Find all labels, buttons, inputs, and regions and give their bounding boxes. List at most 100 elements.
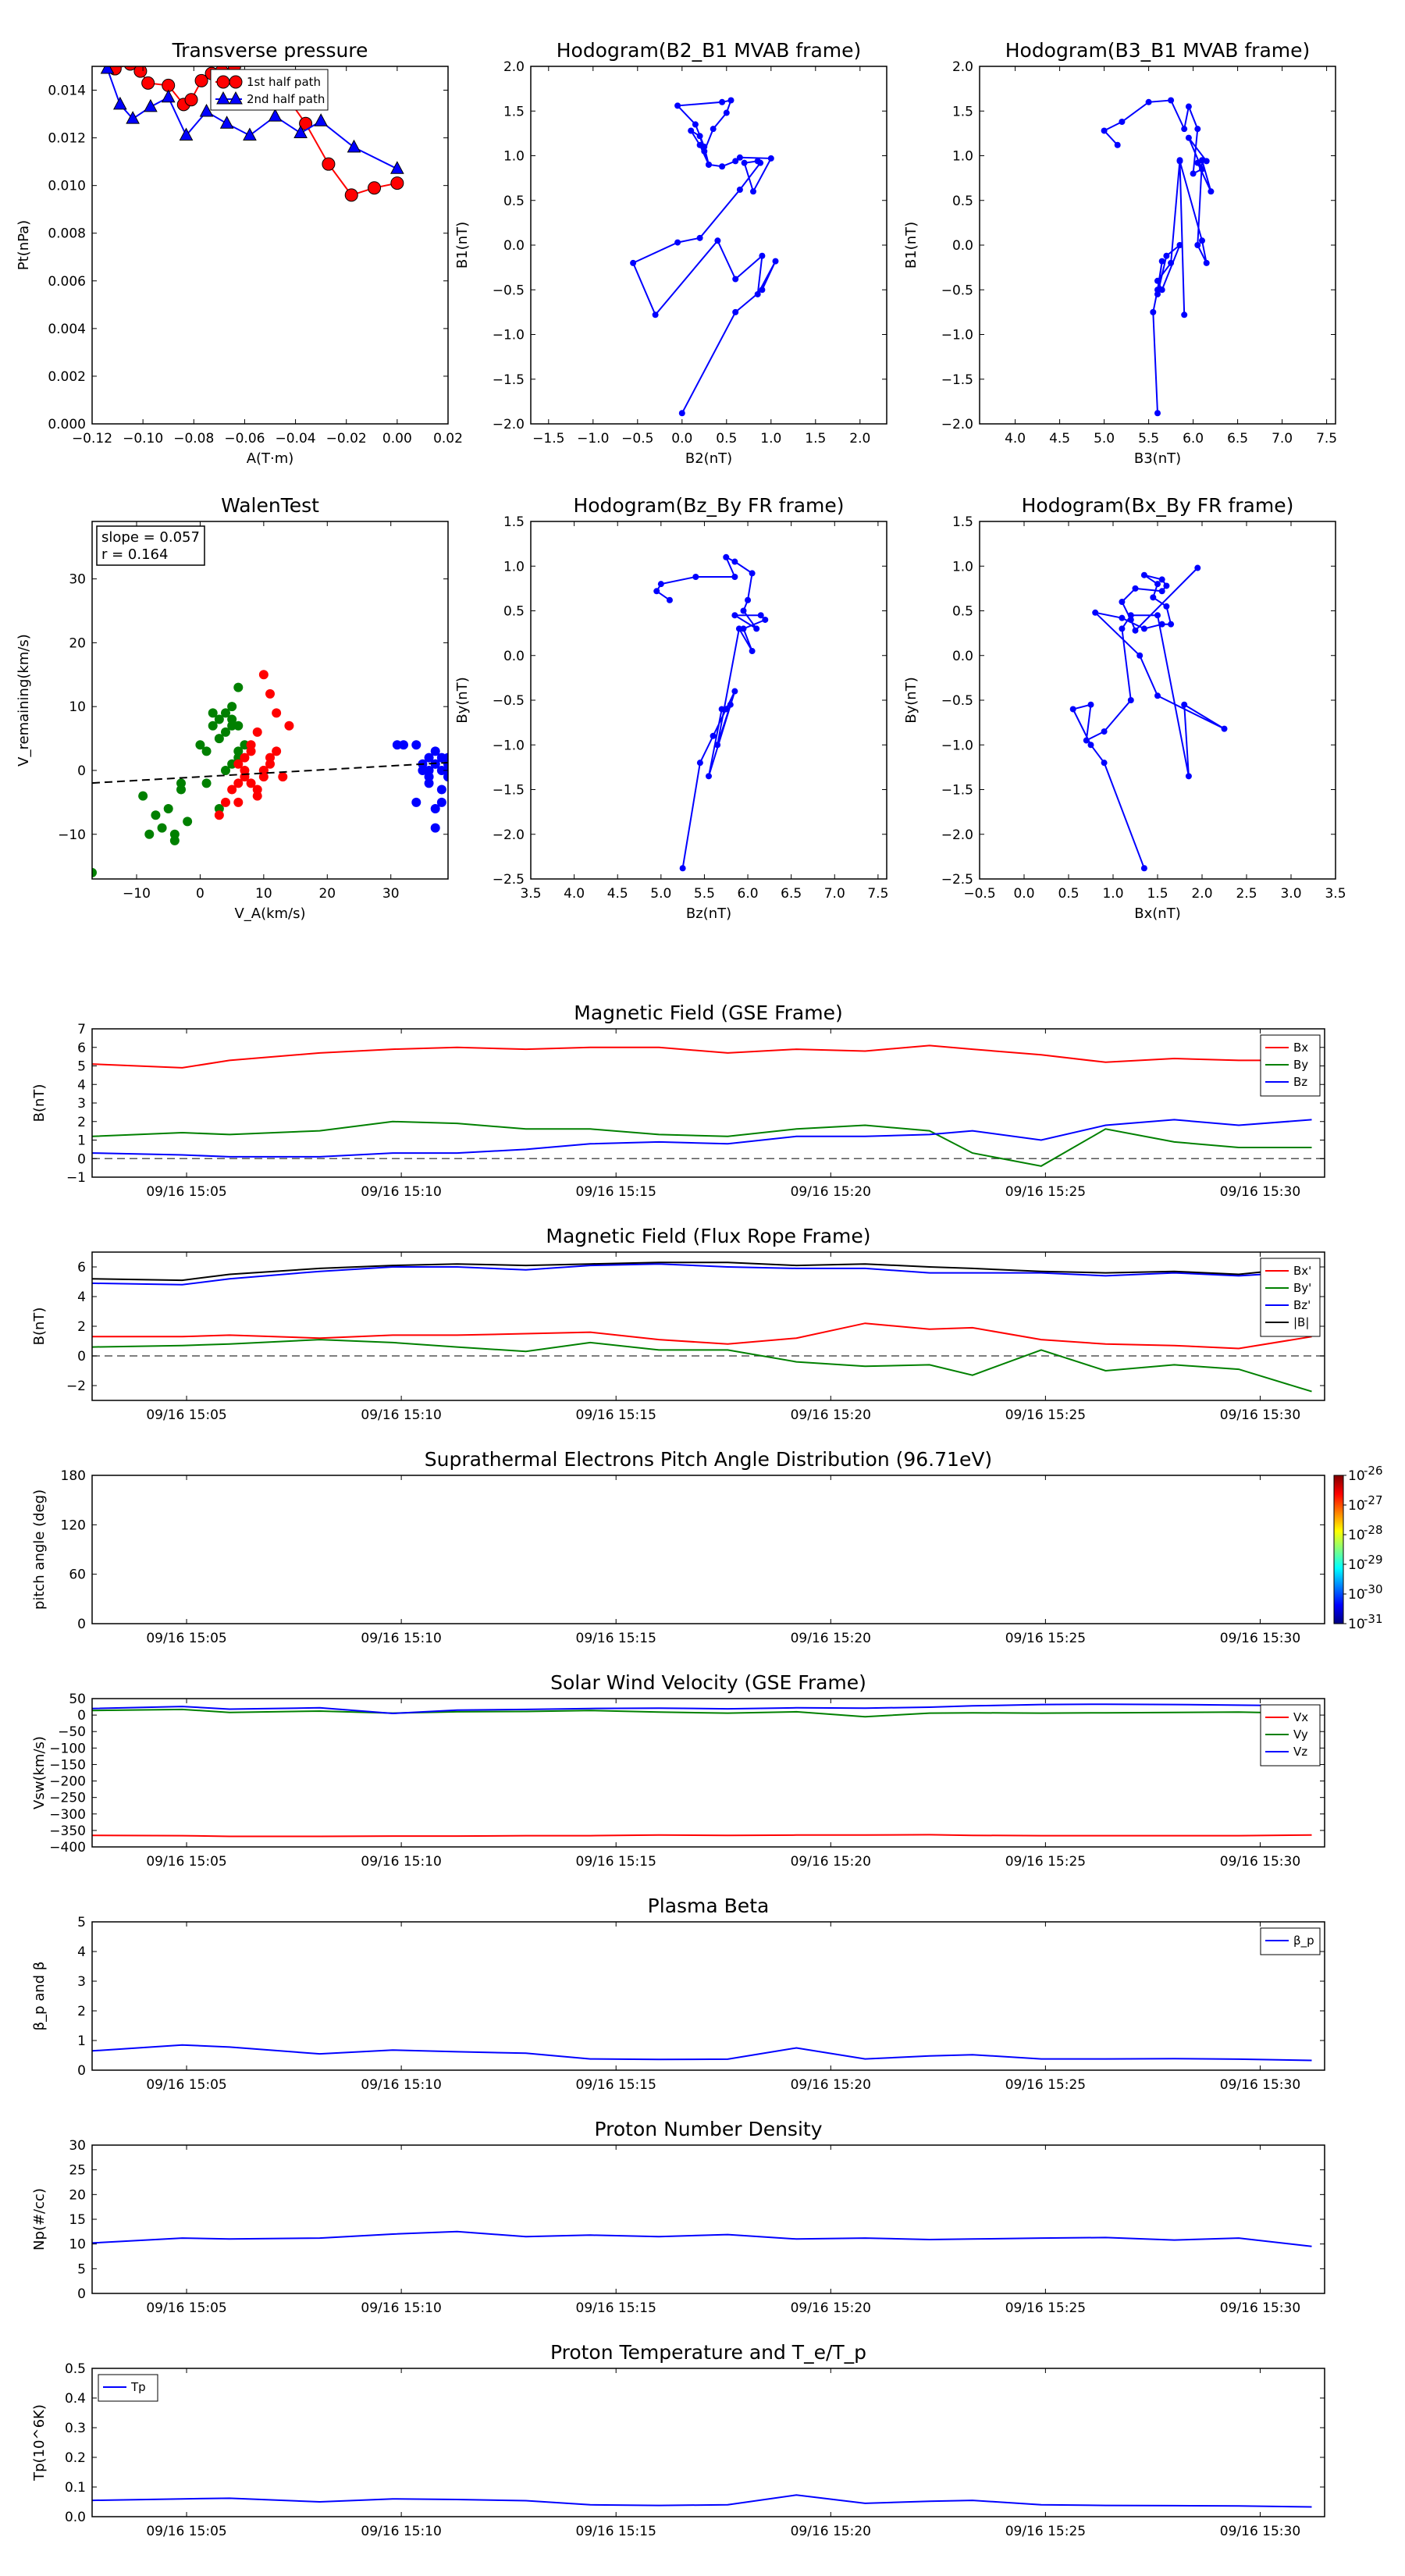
y-tick-label: 1.5: [952, 104, 973, 119]
data-point: [233, 797, 244, 807]
x-tick-label: −0.08: [173, 431, 214, 447]
y-tick-label: 2.0: [952, 59, 973, 75]
data-point: [233, 682, 244, 692]
y-tick-label: 1.0: [503, 559, 525, 575]
data-point: [214, 734, 224, 744]
x-tick-label: 09/16 15:10: [361, 1631, 441, 1646]
data-point: [151, 810, 161, 820]
data-point: [272, 746, 282, 756]
data-point: [216, 75, 230, 89]
data-point: [221, 708, 230, 718]
series-line: [92, 1120, 1312, 1167]
chart-beta: 0 1 2 3 4 5 09/16 15:05 09/16 15:10 09/16 15:15 0…: [31, 1895, 1325, 2093]
data-point: [233, 746, 244, 756]
data-point: [701, 144, 708, 151]
y-axis-label: By(nT): [454, 677, 471, 723]
y-tick-label: 0.012: [48, 131, 86, 147]
y-tick-label: 0.0: [65, 2510, 86, 2525]
x-tick-label: 09/16 15:10: [361, 1407, 441, 1423]
data-point: [772, 258, 779, 265]
legend-label: Vy: [1293, 1727, 1308, 1742]
y-tick-label: 1.5: [503, 104, 525, 119]
y-tick-label: 0.3: [65, 2421, 86, 2436]
y-axis-label: pitch angle (deg): [31, 1489, 48, 1610]
y-tick-label: 0: [77, 2063, 86, 2079]
data-point: [1154, 410, 1161, 417]
x-tick-label: 09/16 15:15: [576, 1631, 656, 1646]
x-tick-label: 09/16 15:15: [576, 2077, 656, 2093]
colorbar-tick-label: 10: [1348, 1557, 1365, 1573]
legend-label: By': [1293, 1281, 1311, 1295]
x-tick-label: 7.5: [867, 886, 888, 902]
x-tick-label: 0.02: [433, 431, 463, 447]
data-point: [1101, 728, 1108, 735]
y-tick-label: 10: [69, 2237, 86, 2253]
y-tick-label: 0.5: [952, 194, 973, 209]
y-axis-label: Pt(nPa): [16, 220, 32, 270]
data-point: [214, 714, 224, 724]
x-tick-label: 4.5: [1049, 431, 1070, 447]
chart-h3: −2.5 −2.0 −1.5 −1.0 −0.5 0.0 0.5 1.0 1.5 3.5 4.0 4.…: [454, 494, 888, 922]
data-point: [1114, 141, 1121, 148]
y-tick-label: 0.010: [48, 179, 86, 194]
data-point: [199, 103, 214, 117]
x-tick-label: 09/16 15:30: [1220, 1407, 1300, 1423]
data-point: [1087, 742, 1094, 749]
series-line: [1102, 99, 1212, 414]
data-point: [112, 96, 127, 110]
colorbar-tick-label: 10: [1348, 1587, 1365, 1603]
x-axis-label: Bx(nT): [1134, 906, 1180, 922]
y-tick-label: 0.004: [48, 322, 86, 337]
legend-label: Bz': [1293, 1298, 1311, 1312]
x-tick-label: 09/16 15:10: [361, 1854, 441, 1870]
annotation-box: [96, 525, 205, 566]
data-point: [718, 706, 725, 713]
data-point: [674, 102, 681, 109]
data-point: [741, 159, 748, 166]
data-point: [314, 113, 328, 126]
data-point: [233, 759, 244, 769]
x-axis-label: Bz(nT): [686, 906, 731, 922]
y-tick-label: 0.014: [48, 84, 86, 99]
x-tick-label: 7.5: [1316, 431, 1337, 447]
data-point: [322, 157, 336, 171]
colorbar-tick-label: 10: [1348, 1528, 1365, 1543]
x-tick-label: −0.02: [326, 431, 367, 447]
data-point: [1132, 585, 1139, 592]
x-tick-label: −0.06: [224, 431, 265, 447]
x-tick-label: 3.0: [1280, 886, 1301, 902]
chart-title: Proton Number Density: [595, 2118, 823, 2140]
y-tick-label: −2.0: [941, 417, 973, 432]
data-point: [293, 125, 308, 138]
data-point: [1127, 612, 1134, 619]
chart-pad: 0 60 120 180 09/16 15:05 09/16 15:10 09/16 15:…: [31, 1448, 1383, 1646]
data-point: [1221, 725, 1228, 732]
plot-area: [92, 2494, 1312, 2508]
data-point: [100, 66, 115, 74]
data-point: [141, 76, 155, 90]
data-point: [736, 187, 743, 194]
data-point: [714, 742, 721, 749]
data-point: [436, 797, 446, 807]
chart-tp: 0.000 0.002 0.004 0.006 0.008 0.010 0.012 0.014…: [16, 39, 463, 467]
y-tick-label: 0: [77, 1617, 86, 1632]
data-point: [1154, 612, 1161, 619]
x-tick-label: 09/16 15:25: [1005, 2300, 1086, 2316]
x-tick-label: 20: [318, 886, 336, 902]
data-point: [1140, 625, 1147, 632]
plot-area: [92, 1044, 1325, 1167]
legend-label: By: [1293, 1058, 1308, 1072]
data-point: [252, 727, 262, 737]
data-point: [1127, 697, 1134, 703]
data-point: [227, 785, 237, 795]
x-tick-label: 0.0: [1013, 886, 1034, 902]
y-tick-label: −1.0: [941, 738, 973, 753]
chart-walen: −10 0 10 20 30 −10 0 10 20 30 WalenTest V_A(km/s) V_…: [16, 494, 449, 922]
colorbar-tick-label: 10: [1348, 1498, 1365, 1514]
y-tick-label: −200: [49, 1774, 86, 1790]
data-point: [762, 616, 769, 623]
colorbar-tick-exponent: -28: [1364, 1523, 1383, 1537]
x-axis-label: B2(nT): [685, 450, 732, 467]
y-tick-label: 20: [69, 635, 86, 651]
